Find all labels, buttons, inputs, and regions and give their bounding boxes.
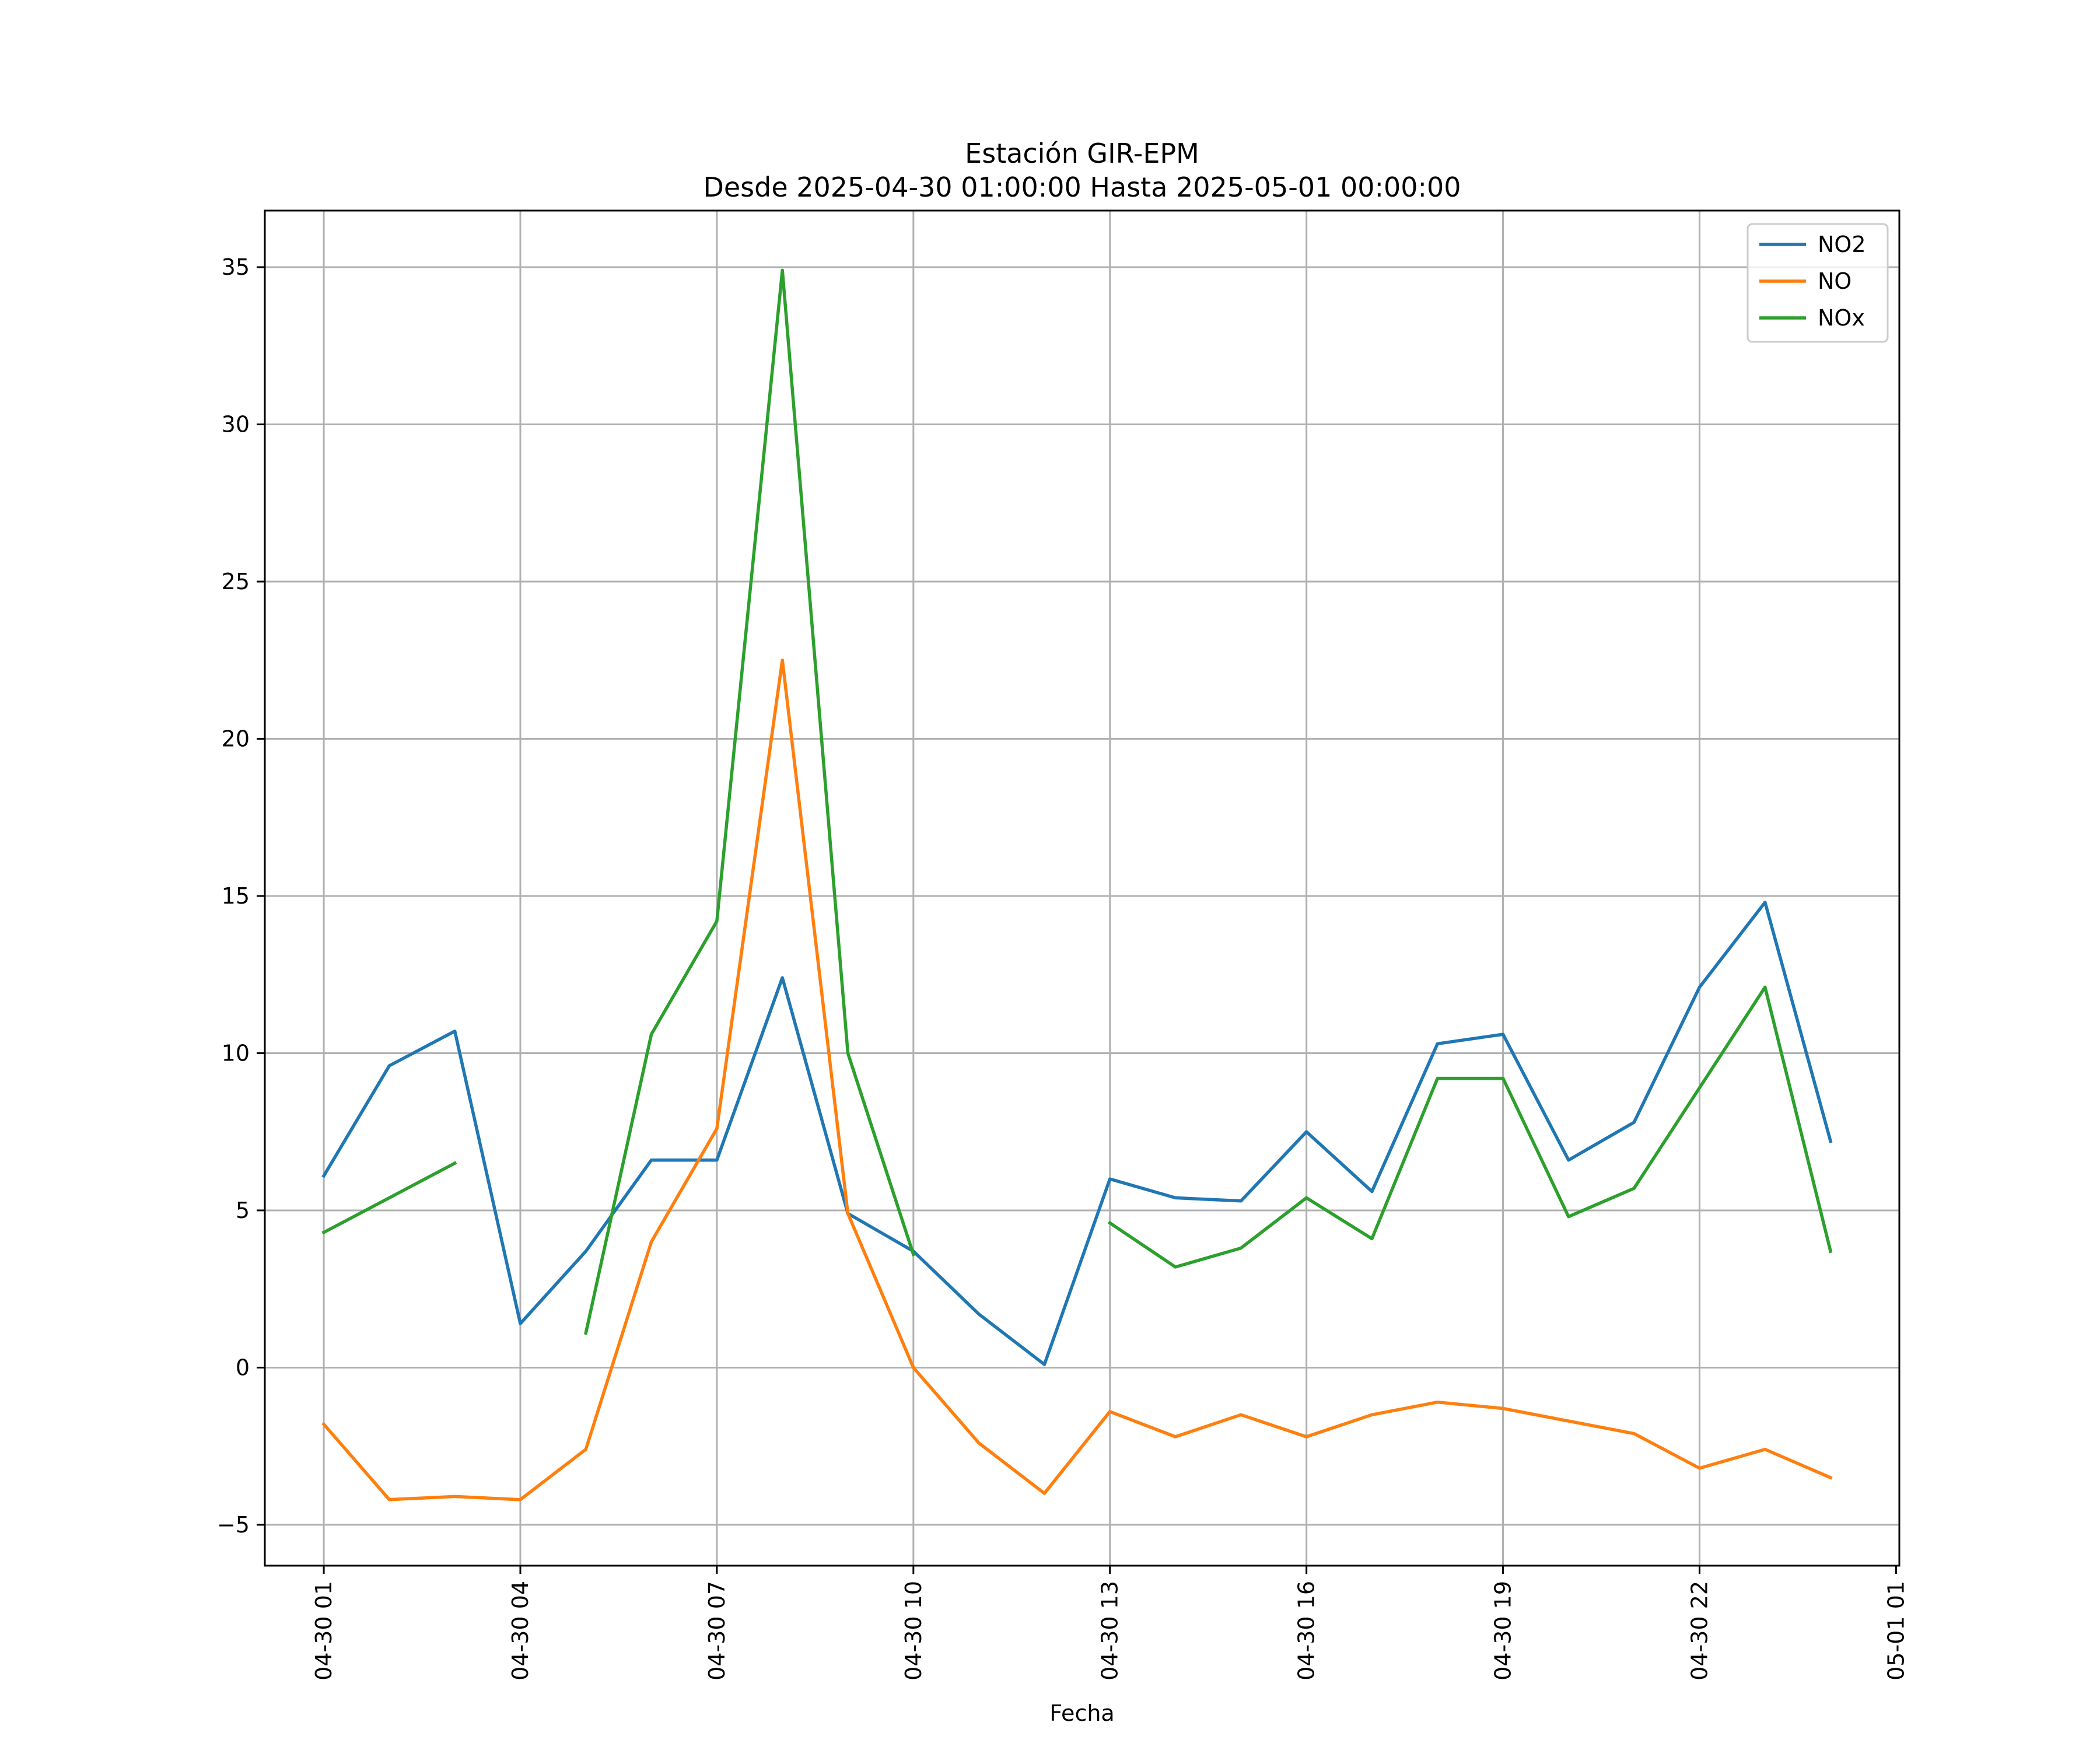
y-tick-label: 20 — [222, 726, 250, 751]
legend: NO2 NO NOx — [1746, 223, 1889, 343]
x-tick-label: 04-30 10 — [901, 1581, 926, 1681]
y-tick-label: 0 — [236, 1354, 250, 1380]
plot-frame — [264, 209, 1901, 1567]
legend-label-no: NO — [1818, 268, 1852, 294]
legend-label-nox: NOx — [1818, 305, 1865, 331]
y-tick-label: 30 — [222, 412, 250, 438]
y-tick-label: 25 — [222, 569, 250, 594]
x-axis-label: Fecha — [1049, 1700, 1114, 1726]
series-line-no — [321, 658, 1833, 1502]
y-tick-label: 5 — [236, 1198, 250, 1223]
x-tick-label: 04-30 16 — [1294, 1581, 1320, 1681]
y-tick-label: 10 — [222, 1040, 250, 1066]
series-line-no2 — [321, 901, 1833, 1366]
y-tick-label: −5 — [217, 1512, 250, 1538]
x-tick-label: 04-30 01 — [311, 1581, 337, 1681]
legend-box — [1746, 223, 1889, 343]
y-tick-label: 15 — [222, 883, 250, 909]
x-tick-label: 04-30 22 — [1686, 1581, 1712, 1681]
x-tick-label: 04-30 04 — [508, 1581, 533, 1681]
x-tick-label: 05-01 01 — [1883, 1581, 1909, 1681]
grid-lines — [265, 211, 1899, 1566]
x-tick-label: 04-30 13 — [1097, 1581, 1123, 1681]
series-line-nox — [321, 268, 1833, 1335]
x-tick-label: 04-30 19 — [1490, 1581, 1516, 1681]
legend-label-no2: NO2 — [1818, 232, 1866, 257]
chart-title-line-2: Desde 2025-04-30 01:00:00 Hasta 2025-05-… — [703, 172, 1461, 203]
x-tick-label: 04-30 07 — [704, 1581, 730, 1681]
y-tick-label: 35 — [222, 254, 250, 280]
chart-title-line-1: Estación GIR-EPM — [965, 138, 1199, 169]
series-lines — [321, 268, 1833, 1502]
axis-ticks: −5 0 5 10 15 20 25 30 35 04-30 01 04-30 04 04-30 07… — [217, 254, 1909, 1681]
